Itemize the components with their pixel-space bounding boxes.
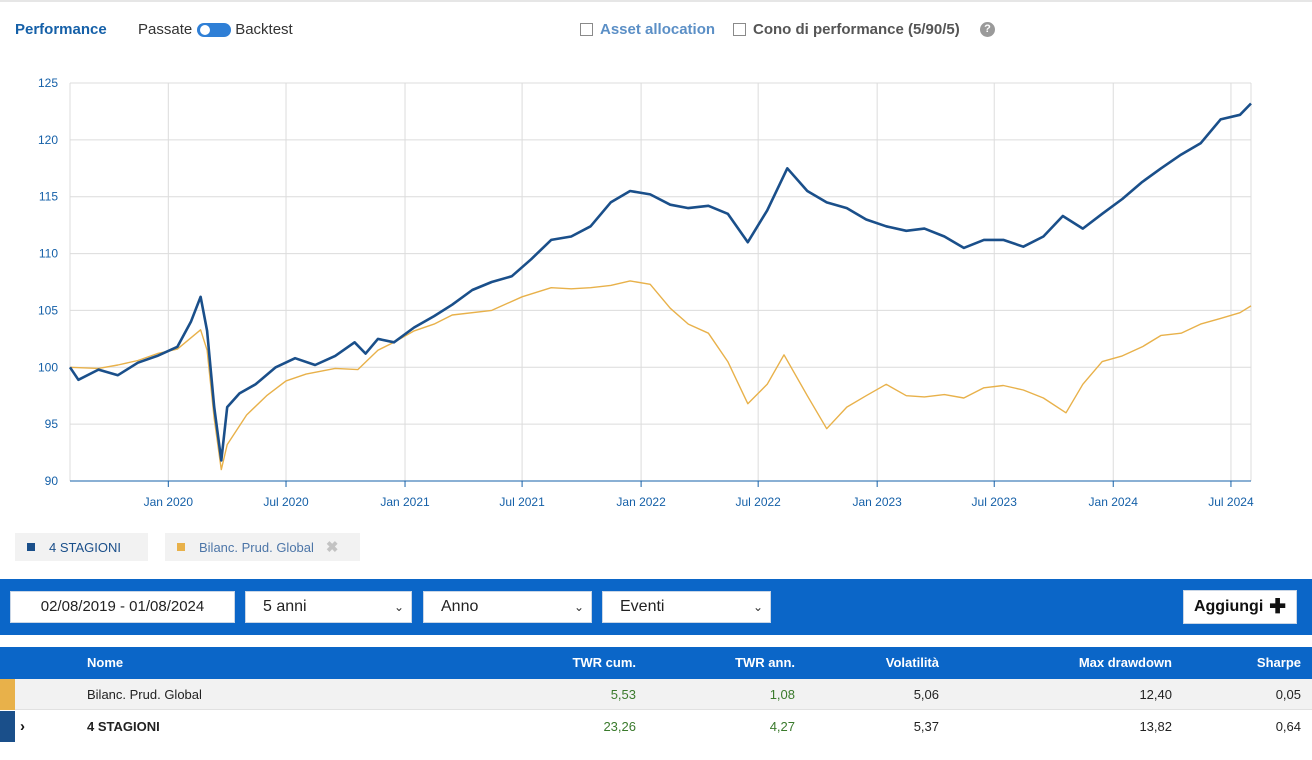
x-tick-label: Jan 2023 xyxy=(852,495,902,509)
row-twr-ann: 4,27 xyxy=(769,719,795,734)
y-tick-label: 95 xyxy=(45,417,59,431)
row-volatility: 5,06 xyxy=(913,687,939,702)
add-button-label: Aggiungi xyxy=(1193,598,1264,615)
row-max-drawdown: 12,40 xyxy=(1139,687,1172,702)
chevron-right-icon[interactable]: › xyxy=(20,718,25,735)
toggle-switch[interactable] xyxy=(197,22,232,37)
checkbox-icon[interactable] xyxy=(580,23,593,36)
top-border xyxy=(0,0,1312,2)
page-title: Performance xyxy=(15,21,107,38)
legend-swatch xyxy=(177,543,185,551)
chart-grid xyxy=(69,82,1252,482)
passate-backtest-toggle[interactable]: Passate Backtest xyxy=(138,21,293,38)
table-header: Nome TWR cum. TWR ann. Volatilità Max dr… xyxy=(0,647,1312,679)
legend-swatch xyxy=(27,543,35,551)
x-tick-label: Jan 2020 xyxy=(144,495,194,509)
y-tick-label: 100 xyxy=(38,360,58,374)
legend-label: 4 STAGIONI xyxy=(49,539,121,555)
help-icon[interactable]: ? xyxy=(980,22,995,37)
row-name: Bilanc. Prud. Global xyxy=(87,687,202,702)
row-name: 4 STAGIONI xyxy=(87,719,160,734)
x-tick-label: Jul 2020 xyxy=(263,495,309,509)
x-tick-label: Jan 2024 xyxy=(1089,495,1139,509)
toggle-label-right: Backtest xyxy=(235,21,293,38)
table-row[interactable]: Bilanc. Prud. Global 5,53 1,08 5,06 12,4… xyxy=(0,679,1312,710)
cono-performance-label[interactable]: Cono di performance (5/90/5) xyxy=(753,21,960,38)
frequency-select[interactable]: Anno ⌄ xyxy=(423,591,592,623)
cono-performance-checkbox[interactable]: Cono di performance (5/90/5) xyxy=(733,21,960,38)
performance-chart: 90 95 100 105 110 115 120 125 Jan 2020 Jul 2020 Ja… xyxy=(38,76,1254,509)
controls-bar: 02/08/2019 - 01/08/2024 5 anni ⌄ Anno ⌄ … xyxy=(0,579,1312,635)
x-tick-label: Jan 2021 xyxy=(380,495,430,509)
asset-allocation-checkbox[interactable]: Asset allocation xyxy=(580,21,715,38)
y-tick-label: 120 xyxy=(38,133,58,147)
remove-series-icon[interactable]: ✖ xyxy=(325,539,339,556)
row-volatility: 5,37 xyxy=(913,719,939,734)
x-tick-label: Jul 2023 xyxy=(972,495,1018,509)
checkbox-icon[interactable] xyxy=(733,23,746,36)
period-select[interactable]: 5 anni ⌄ xyxy=(245,591,412,623)
legend-item-4-stagioni[interactable]: 4 STAGIONI xyxy=(15,533,148,561)
chevron-down-icon: ⌄ xyxy=(573,600,584,614)
asset-allocation-label[interactable]: Asset allocation xyxy=(600,21,716,38)
series-line-bilanc-prud-global xyxy=(69,280,1252,471)
legend-item-bilanc-prud-global[interactable]: Bilanc. Prud. Global ✖ xyxy=(165,533,360,561)
row-twr-ann: 1,08 xyxy=(769,687,795,702)
column-header-name[interactable]: Nome xyxy=(87,655,124,670)
x-tick-label: Jul 2022 xyxy=(735,495,781,509)
period-select-value: 5 anni xyxy=(263,598,307,615)
column-header-twr-cum[interactable]: TWR cum. xyxy=(572,655,636,670)
y-tick-label: 115 xyxy=(39,190,58,204)
row-color-marker xyxy=(0,679,15,710)
table-row[interactable]: › 4 STAGIONI 23,26 4,27 5,37 13,82 0,64 xyxy=(0,711,1312,742)
row-twr-cum: 23,26 xyxy=(603,719,636,734)
plus-icon: ✚ xyxy=(1269,596,1287,618)
row-sharpe: 0,05 xyxy=(1275,687,1301,702)
toggle-knob xyxy=(200,24,211,35)
chevron-down-icon: ⌄ xyxy=(393,600,404,614)
series-line-4-stagioni xyxy=(68,102,1252,462)
legend-label: Bilanc. Prud. Global xyxy=(199,539,314,555)
chart-lines xyxy=(68,102,1252,471)
y-tick-label: 90 xyxy=(45,474,59,488)
toggle-label-left: Passate xyxy=(138,21,193,38)
column-header-volatility[interactable]: Volatilità xyxy=(885,655,939,670)
x-tick-label: Jan 2022 xyxy=(616,495,666,509)
row-twr-cum: 5,53 xyxy=(610,687,636,702)
chart-axes: 90 95 100 105 110 115 120 125 Jan 2020 Jul 2020 Ja… xyxy=(38,76,1254,509)
frequency-select-value: Anno xyxy=(441,598,479,615)
row-color-marker xyxy=(0,711,15,742)
column-header-max-drawdown[interactable]: Max drawdown xyxy=(1078,655,1172,670)
column-header-sharpe[interactable]: Sharpe xyxy=(1256,655,1301,670)
chevron-down-icon: ⌄ xyxy=(752,600,763,614)
date-range-input[interactable]: 02/08/2019 - 01/08/2024 xyxy=(10,591,235,623)
row-sharpe: 0,64 xyxy=(1275,719,1301,734)
y-tick-label: 105 xyxy=(38,303,58,317)
events-select[interactable]: Eventi ⌄ xyxy=(602,591,771,623)
column-header-twr-ann[interactable]: TWR ann. xyxy=(735,655,795,670)
x-tick-label: Jul 2021 xyxy=(499,495,545,509)
x-tick-label: Jul 2024 xyxy=(1208,495,1254,509)
add-button[interactable]: Aggiungi ✚ xyxy=(1183,590,1297,624)
y-tick-label: 125 xyxy=(38,76,58,90)
chart-toolbar: Performance Passate Backtest Asset alloc… xyxy=(0,14,1312,44)
events-select-value: Eventi xyxy=(620,598,665,615)
y-tick-label: 110 xyxy=(39,247,58,261)
row-max-drawdown: 13,82 xyxy=(1139,719,1172,734)
